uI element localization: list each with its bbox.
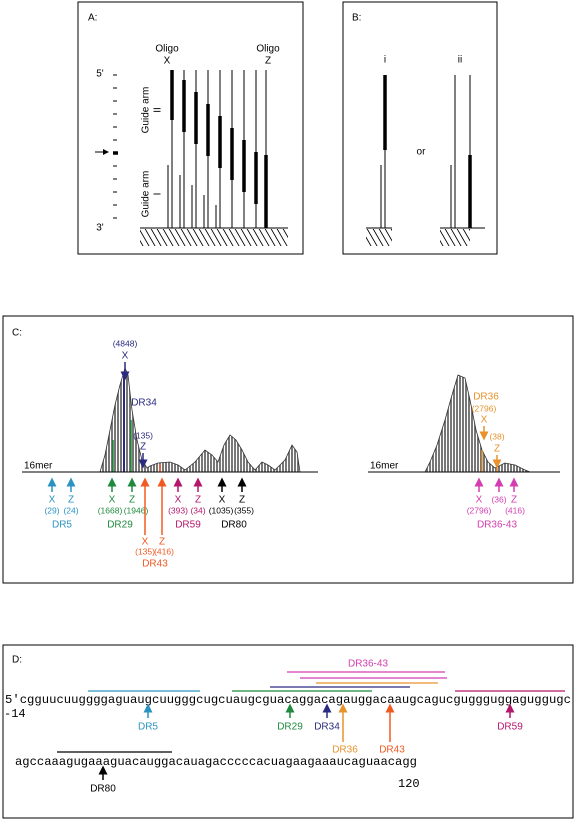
sequence: 5'cgguucuuggggaguaugcuugggcugcuaugcguaca… [5,693,571,707]
site-spans [57,671,565,753]
dr34-labels: (4848) X DR34 (135) Z [113,338,157,469]
count-label: (24) [63,505,78,515]
site-label: DR5 [52,520,72,531]
panel-label: C: [12,328,22,339]
oligo-label: X [109,495,116,506]
dr36-43-group: X (2796) (36) Z (416) DR36-43 [467,477,525,531]
oligo-label: Z [265,56,271,67]
count-label: (1946) [124,505,149,515]
panel-c: C: 16mer 16mer (4848) X DR34 (135) Z DR3… [2,315,574,584]
site-label: DR34 [131,398,157,409]
panel-frame [77,1,304,255]
panel-a: A: Oligo X Oligo Z 5' 3' Guide arm II Gu… [77,1,304,255]
oligo-label: X [481,415,488,426]
arm-label: Guide arm [141,171,152,218]
site-label: DR29 [107,520,133,531]
count-label: (416) [154,546,174,556]
arm-label: I [153,193,164,196]
count-label: (355) [234,505,254,515]
count-label: (36) [491,494,506,504]
site-label: DR36 [332,745,358,756]
oligo-label: X [175,495,182,506]
panel-label: B: [352,13,361,24]
sequence: agccaaagugaaaguacauggacauagacccccacuagaa… [15,755,417,769]
count-label: (1035) [209,505,234,515]
site-label: DR80 [90,784,116,795]
panel-b: B: i ii or [342,1,498,255]
site-label: DR59 [175,520,201,531]
highlight-bars [112,372,498,472]
strands [380,75,472,228]
option-label: i [384,55,386,66]
read-histogram [99,366,301,473]
oligo-label: X [164,56,171,67]
site-label: DR29 [277,722,303,733]
panel-frame [342,1,498,255]
axis-label: 16mer [24,461,53,472]
count-label: (34) [190,505,205,515]
hatch [140,229,288,246]
option-label: ii [458,55,462,66]
ladder [95,74,118,219]
site-label: DR80 [221,520,247,531]
site-label: DR36-43 [348,659,388,670]
oligo-label: Oligo [256,44,280,55]
oligo-label: Oligo [155,44,179,55]
oligo-label: X [476,495,483,506]
count-label: (416) [505,505,525,515]
panel-frame [2,315,574,584]
panel-label: A: [88,13,97,24]
dr43-group: X (135) Z (416) DR43 [135,477,174,570]
oligo-label: Z [159,537,165,548]
oligo-label: X [219,495,226,506]
dr29-group: X (1668) Z (1946) DR29 [98,477,149,531]
strands [167,70,268,228]
arm-label: II [153,107,164,113]
count-label: (135) [133,430,153,440]
oligo-label: X [122,351,129,362]
count-label: (393) [168,505,188,515]
count-label: (4848) [113,338,138,348]
site-label: DR36 [473,392,499,403]
panel-label: D: [12,655,22,666]
dr80-group: X (1035) Z (355) DR80 [209,477,254,531]
read-histogram [424,374,531,473]
arm-label: Guide arm [141,87,152,134]
or-label: or [417,147,427,158]
site-label: DR34 [314,722,340,733]
end-label: 5' [96,69,104,80]
count-label: (135) [135,546,155,556]
axis-label: 16mer [370,461,399,472]
site-label: DR43 [142,559,168,570]
oligo-label: Z [239,495,245,506]
hatch [440,229,470,246]
panel-frame [2,644,574,819]
oligo-label: Z [511,495,517,506]
oligo-label: Z [195,495,201,506]
site-label: DR59 [497,722,523,733]
count-label: (2796) [472,403,497,413]
oligo-label: Z [68,495,74,506]
count-label: (29) [44,505,59,515]
oligo-label: X [142,537,149,548]
dr59-group: X (393) Z (34) DR59 [168,477,206,531]
oligo-label: X [49,495,56,506]
oligo-label: Z [494,444,500,455]
panel-d: D: DR36-43 5'cgguucuuggggaguaugcuugggcug… [2,644,574,819]
count-label: (1668) [98,505,123,515]
end-label: 3' [96,223,104,234]
hatch [366,229,392,246]
site-label: DR5 [138,722,158,733]
count-label: (38) [489,431,504,441]
dr36-labels: DR36 (2796) X (38) Z [472,392,505,469]
position-label: 120 [398,777,420,791]
site-label: DR36-43 [477,520,517,531]
oligo-label: Z [129,495,135,506]
count-label: (2796) [467,505,492,515]
site-label: DR43 [379,745,405,756]
position-label: -14 [4,707,26,721]
dr5-group: X (29) Z (24) DR5 [44,477,79,531]
oligo-label: Z [140,442,146,453]
